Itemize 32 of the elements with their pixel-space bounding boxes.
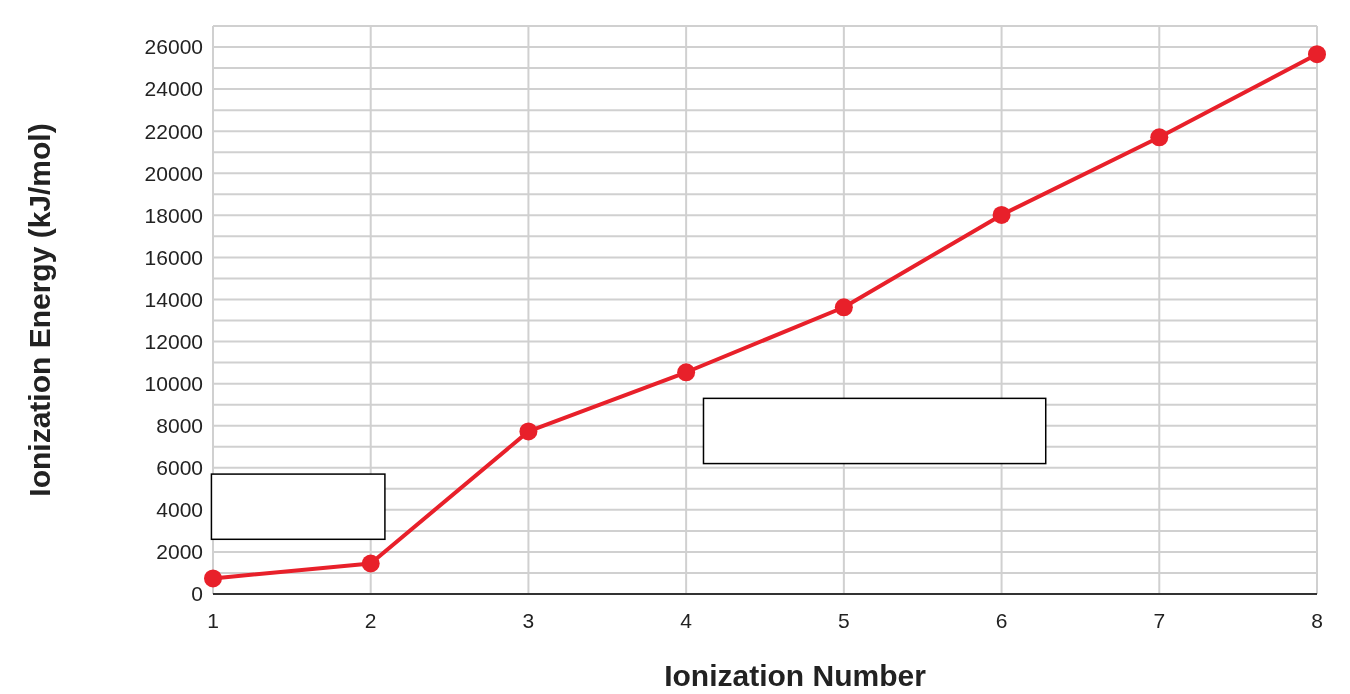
point bbox=[1150, 128, 1169, 147]
x-axis-title: Ionization Number bbox=[664, 659, 927, 692]
point bbox=[992, 205, 1011, 224]
y-axis-title: Ionization Energy (kJ/mol) bbox=[23, 123, 56, 497]
y-tick-label: 12000 bbox=[144, 329, 203, 353]
y-tick-label: 6000 bbox=[156, 456, 203, 480]
y-tick-label: 26000 bbox=[144, 35, 203, 59]
x-tick-label: 7 bbox=[1153, 609, 1166, 632]
point bbox=[361, 554, 380, 573]
x-tick-label: 4 bbox=[680, 609, 693, 632]
point bbox=[519, 422, 538, 441]
x-tick-label: 3 bbox=[522, 609, 535, 632]
x-tick-label: 6 bbox=[995, 609, 1008, 632]
x-tick-label: 2 bbox=[364, 609, 377, 632]
y-tick-label: 14000 bbox=[144, 287, 203, 311]
y-tick-label: 0 bbox=[191, 582, 203, 606]
y-tick-label: 10000 bbox=[144, 371, 203, 395]
x-tick-label: 1 bbox=[207, 609, 219, 632]
y-tick-label: 20000 bbox=[144, 161, 203, 185]
y-tick-label: 22000 bbox=[144, 119, 203, 143]
y-tick-label: 24000 bbox=[144, 77, 203, 101]
point bbox=[677, 363, 696, 382]
x-tick-label: 8 bbox=[1311, 609, 1323, 632]
y-tick-label: 16000 bbox=[144, 245, 203, 269]
y-tick-label: 4000 bbox=[156, 498, 203, 522]
point bbox=[1308, 45, 1326, 64]
point bbox=[834, 298, 853, 317]
y-tick-label: 18000 bbox=[144, 203, 203, 227]
point bbox=[204, 569, 222, 588]
y-tick-label: 8000 bbox=[156, 414, 203, 438]
y-tick-label: 2000 bbox=[156, 540, 203, 564]
x-tick-label: 5 bbox=[838, 609, 850, 632]
